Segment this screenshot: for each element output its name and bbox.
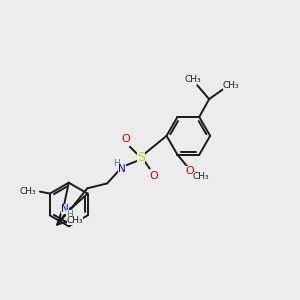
Text: H: H: [66, 210, 73, 219]
Text: O: O: [122, 134, 130, 144]
Text: CH₃: CH₃: [67, 216, 83, 225]
Text: N: N: [118, 164, 126, 173]
Text: O: O: [149, 172, 158, 182]
Text: O: O: [185, 166, 194, 176]
Text: CH₃: CH₃: [223, 81, 239, 90]
Text: CH₃: CH₃: [185, 75, 202, 84]
Text: N: N: [61, 204, 69, 214]
Text: S: S: [137, 151, 145, 164]
Text: CH₃: CH₃: [193, 172, 209, 181]
Text: CH₃: CH₃: [20, 187, 36, 196]
Text: H: H: [112, 159, 119, 168]
